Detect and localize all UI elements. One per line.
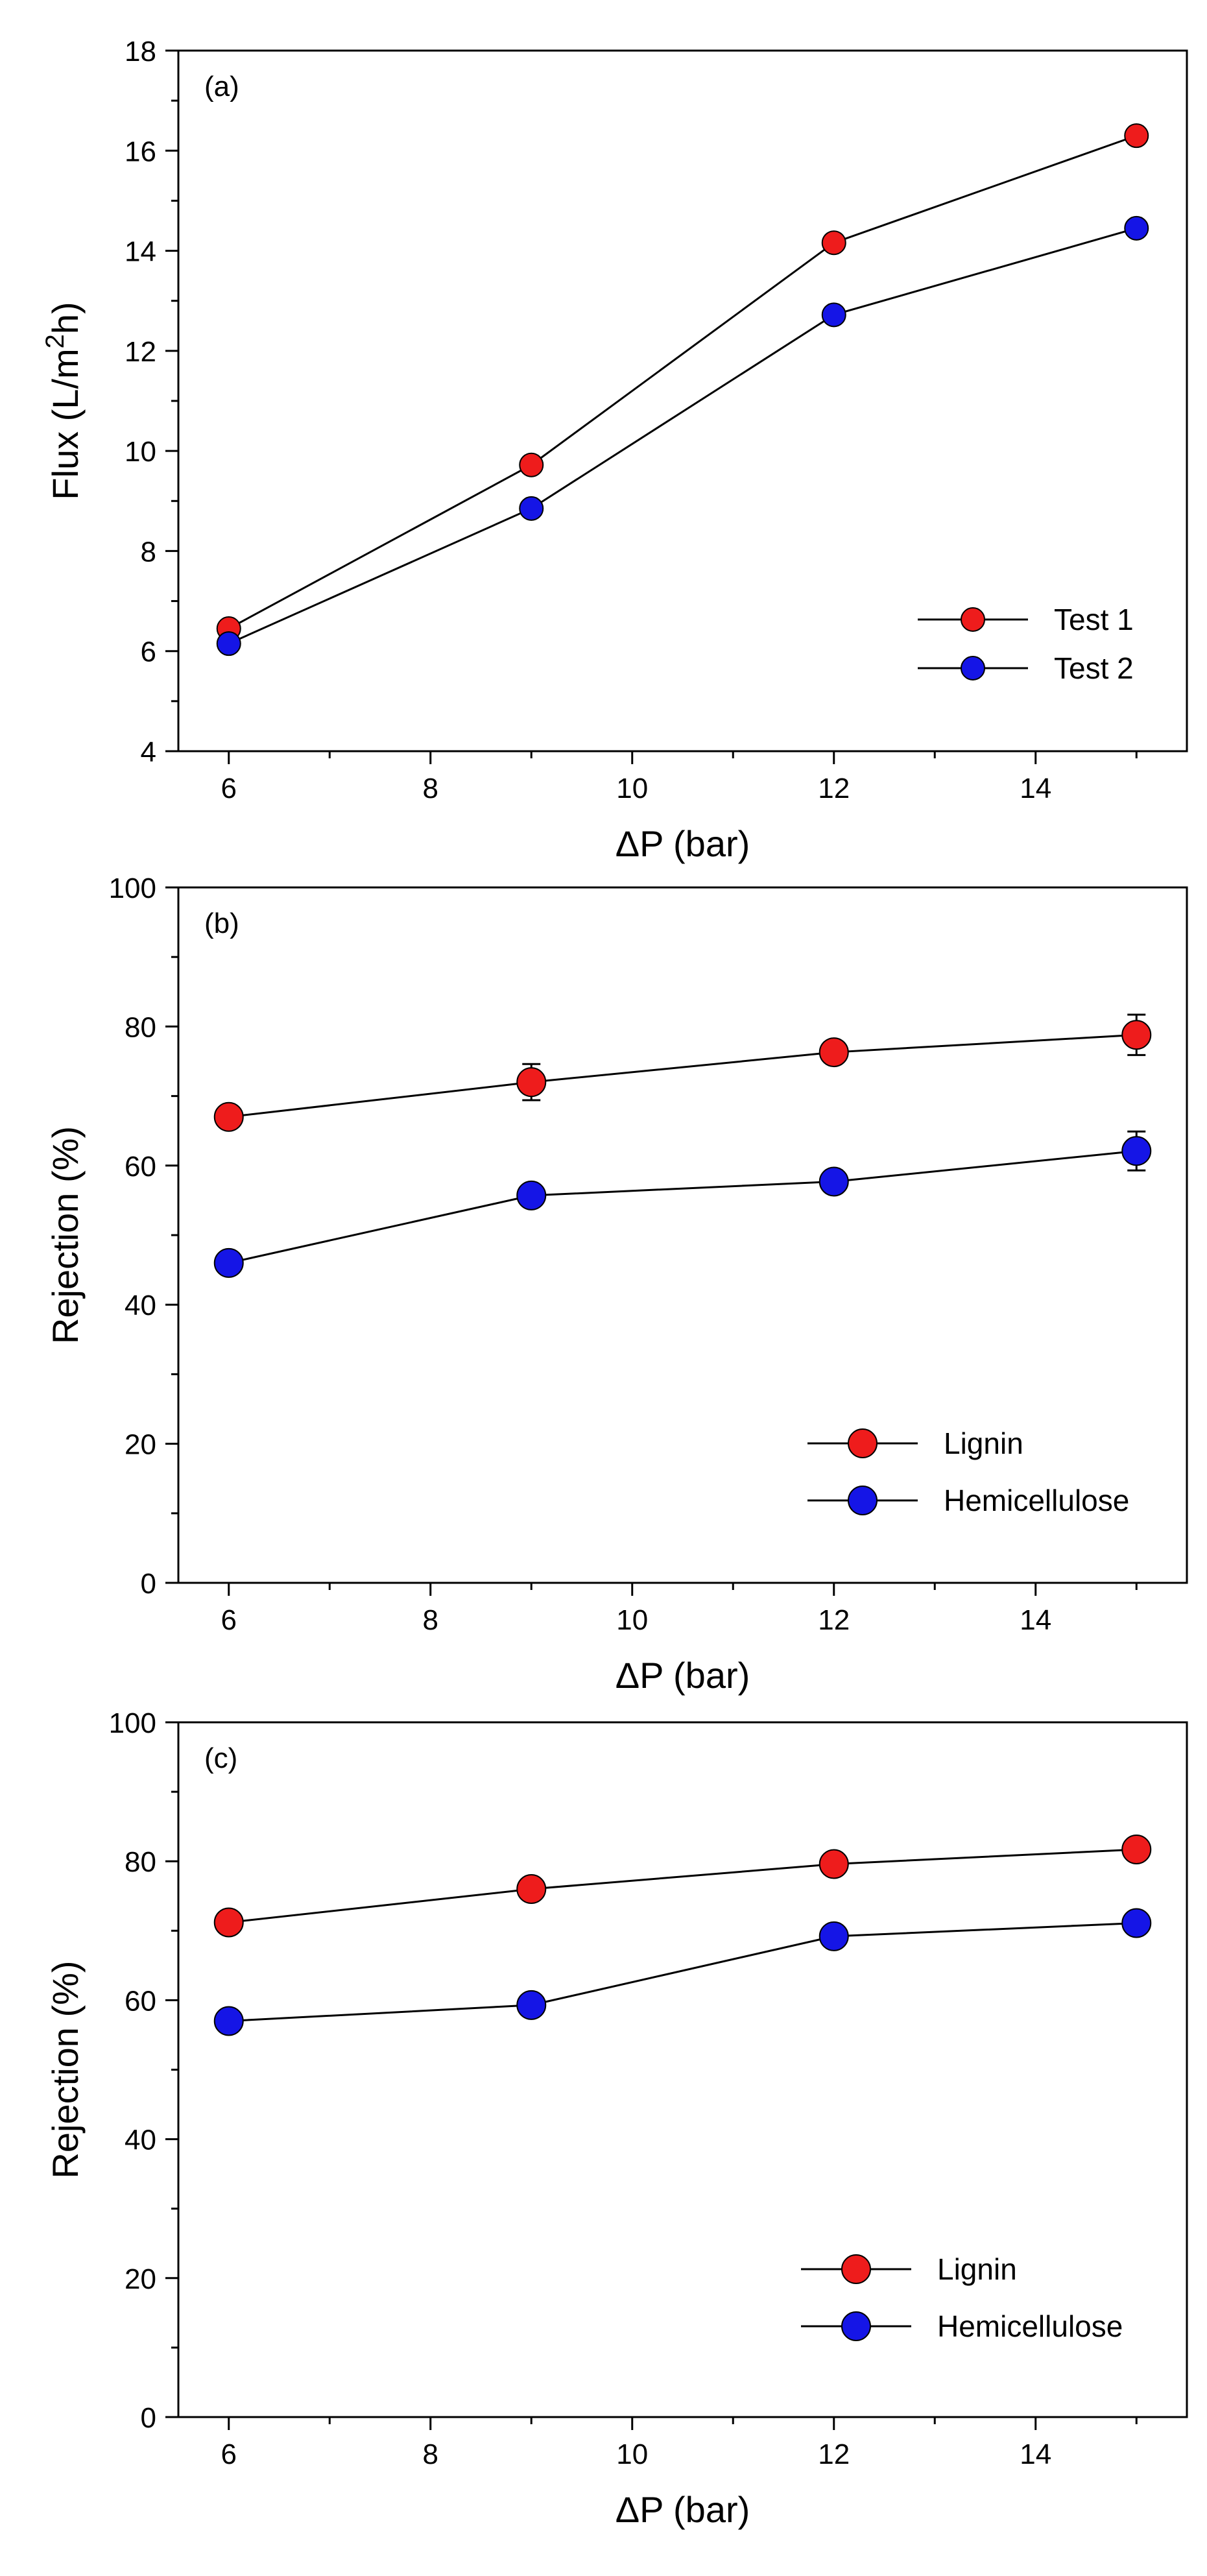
plot-frame bbox=[177, 49, 1188, 752]
y-tick-label: 80 bbox=[125, 1011, 156, 1043]
chart-panel-a: 6 8 10 12 14 4 6 8 10 12 14 16 18 ΔP (bar) Flux (L/m2h… bbox=[41, 36, 1188, 864]
y-tick-label: 0 bbox=[141, 1568, 156, 1600]
x-tick-label: 10 bbox=[616, 2438, 648, 2470]
y-tick-label: 20 bbox=[125, 2263, 156, 2295]
legend-marker bbox=[961, 607, 985, 632]
series-line-lignin bbox=[228, 1848, 1137, 1923]
y-axis-title-tail: h) bbox=[45, 302, 86, 334]
series-line-hemicellulose bbox=[228, 1150, 1137, 1264]
legend-label: Hemicellulose bbox=[937, 2309, 1123, 2343]
y-tick-label: 60 bbox=[125, 1985, 156, 2017]
panel-label-a: (a) bbox=[204, 71, 239, 102]
series-line-test-2 bbox=[228, 227, 1137, 645]
legend-marker bbox=[841, 2311, 871, 2341]
x-tick-label: 14 bbox=[1020, 1604, 1051, 1636]
y-tick-label: 100 bbox=[109, 873, 156, 904]
legend-label: Test 1 bbox=[1054, 603, 1134, 636]
data-point-hemicellulose bbox=[516, 1990, 547, 2020]
x-tick-label: 14 bbox=[1020, 773, 1051, 804]
y-tick-label: 100 bbox=[109, 1707, 156, 1739]
data-point-lignin bbox=[213, 1101, 244, 1132]
legend-marker bbox=[848, 1486, 878, 1515]
x-axis-title: ΔP (bar) bbox=[615, 823, 750, 864]
x-tick-label: 12 bbox=[818, 1604, 850, 1636]
data-point-hemicellulose bbox=[819, 1921, 849, 1951]
data-point-test-2 bbox=[519, 496, 544, 521]
data-point-lignin bbox=[1121, 1020, 1152, 1050]
legend-label: Hemicellulose bbox=[944, 1484, 1129, 1517]
data-point-test-2 bbox=[1124, 215, 1149, 241]
y-tick-label: 12 bbox=[125, 336, 156, 368]
data-point-lignin bbox=[819, 1849, 849, 1879]
y-tick-label: 40 bbox=[125, 1290, 156, 1321]
data-point-hemicellulose bbox=[1121, 1908, 1152, 1938]
x-tick-label: 8 bbox=[423, 1604, 438, 1636]
data-point-hemicellulose bbox=[213, 1247, 244, 1278]
y-axis-title-main: Rejection (%) bbox=[45, 1960, 86, 2178]
y-tick-label: 80 bbox=[125, 1846, 156, 1878]
data-point-hemicellulose bbox=[213, 2006, 244, 2036]
legend-label: Lignin bbox=[937, 2252, 1017, 2286]
chart-panel-c: 6 8 10 12 14 0 20 40 60 80 100 ΔP (bar) Rejection (%… bbox=[45, 1707, 1188, 2530]
y-axis-title-main: Flux (L/m bbox=[45, 348, 86, 500]
data-point-lignin bbox=[516, 1874, 547, 1905]
y-tick-label: 20 bbox=[125, 1429, 156, 1461]
y-tick-label: 0 bbox=[141, 2402, 156, 2434]
x-tick-label: 12 bbox=[818, 773, 850, 804]
x-tick-label: 6 bbox=[221, 773, 237, 804]
data-point-test-1 bbox=[1124, 123, 1149, 149]
data-point-hemicellulose bbox=[819, 1166, 849, 1197]
y-axis-title: Rejection (%) bbox=[45, 1126, 86, 1344]
data-point-lignin bbox=[516, 1067, 547, 1098]
x-axis-title: ΔP (bar) bbox=[615, 2489, 750, 2530]
data-point-lignin bbox=[1121, 1834, 1152, 1864]
chart-panel-b: 6 8 10 12 14 0 20 40 60 80 100 ΔP (bar) Rejection (%… bbox=[45, 873, 1188, 1696]
data-point-test-1 bbox=[821, 230, 846, 256]
y-tick-label: 8 bbox=[141, 536, 156, 568]
x-tick-label: 10 bbox=[616, 773, 648, 804]
data-point-lignin bbox=[213, 1907, 244, 1938]
data-point-test-1 bbox=[519, 452, 544, 477]
series-line-lignin bbox=[228, 1033, 1137, 1118]
y-tick-label: 6 bbox=[141, 636, 156, 668]
data-point-test-2 bbox=[821, 302, 846, 328]
x-tick-label: 8 bbox=[423, 773, 438, 804]
y-tick-label: 16 bbox=[125, 136, 156, 167]
x-tick-label: 10 bbox=[616, 1604, 648, 1636]
x-tick-label: 6 bbox=[221, 1604, 237, 1636]
legend-label: Test 2 bbox=[1054, 651, 1134, 685]
y-axis-title-main: Rejection (%) bbox=[45, 1126, 86, 1344]
x-axis-title: ΔP (bar) bbox=[615, 1655, 750, 1696]
x-tick-label: 8 bbox=[423, 2438, 438, 2470]
y-tick-label: 18 bbox=[125, 36, 156, 67]
data-point-test-2 bbox=[216, 631, 241, 656]
y-axis-title-superscript: 2 bbox=[41, 334, 69, 348]
y-tick-label: 4 bbox=[141, 736, 156, 768]
y-tick-label: 40 bbox=[125, 2125, 156, 2156]
x-tick-label: 6 bbox=[221, 2438, 237, 2470]
data-point-lignin bbox=[819, 1037, 849, 1068]
plot-frame bbox=[177, 886, 1188, 1584]
legend-marker bbox=[961, 656, 985, 680]
x-tick-label: 12 bbox=[818, 2438, 850, 2470]
panel-label-b: (b) bbox=[204, 908, 239, 939]
data-point-hemicellulose bbox=[1121, 1136, 1152, 1166]
y-axis-title: Flux (L/m2h) bbox=[41, 302, 86, 500]
x-tick-label: 14 bbox=[1020, 2438, 1051, 2470]
legend-marker bbox=[841, 2254, 871, 2284]
y-tick-label: 60 bbox=[125, 1151, 156, 1183]
y-tick-label: 14 bbox=[125, 236, 156, 268]
series-line-hemicellulose bbox=[228, 1922, 1137, 2023]
panel-label-c: (c) bbox=[204, 1742, 237, 1774]
y-axis-title: Rejection (%) bbox=[45, 1960, 86, 2178]
data-point-hemicellulose bbox=[516, 1180, 547, 1210]
series-line-test-1 bbox=[228, 134, 1137, 630]
legend-marker bbox=[848, 1428, 878, 1458]
legend-label: Lignin bbox=[944, 1426, 1023, 1460]
y-tick-label: 10 bbox=[125, 436, 156, 468]
